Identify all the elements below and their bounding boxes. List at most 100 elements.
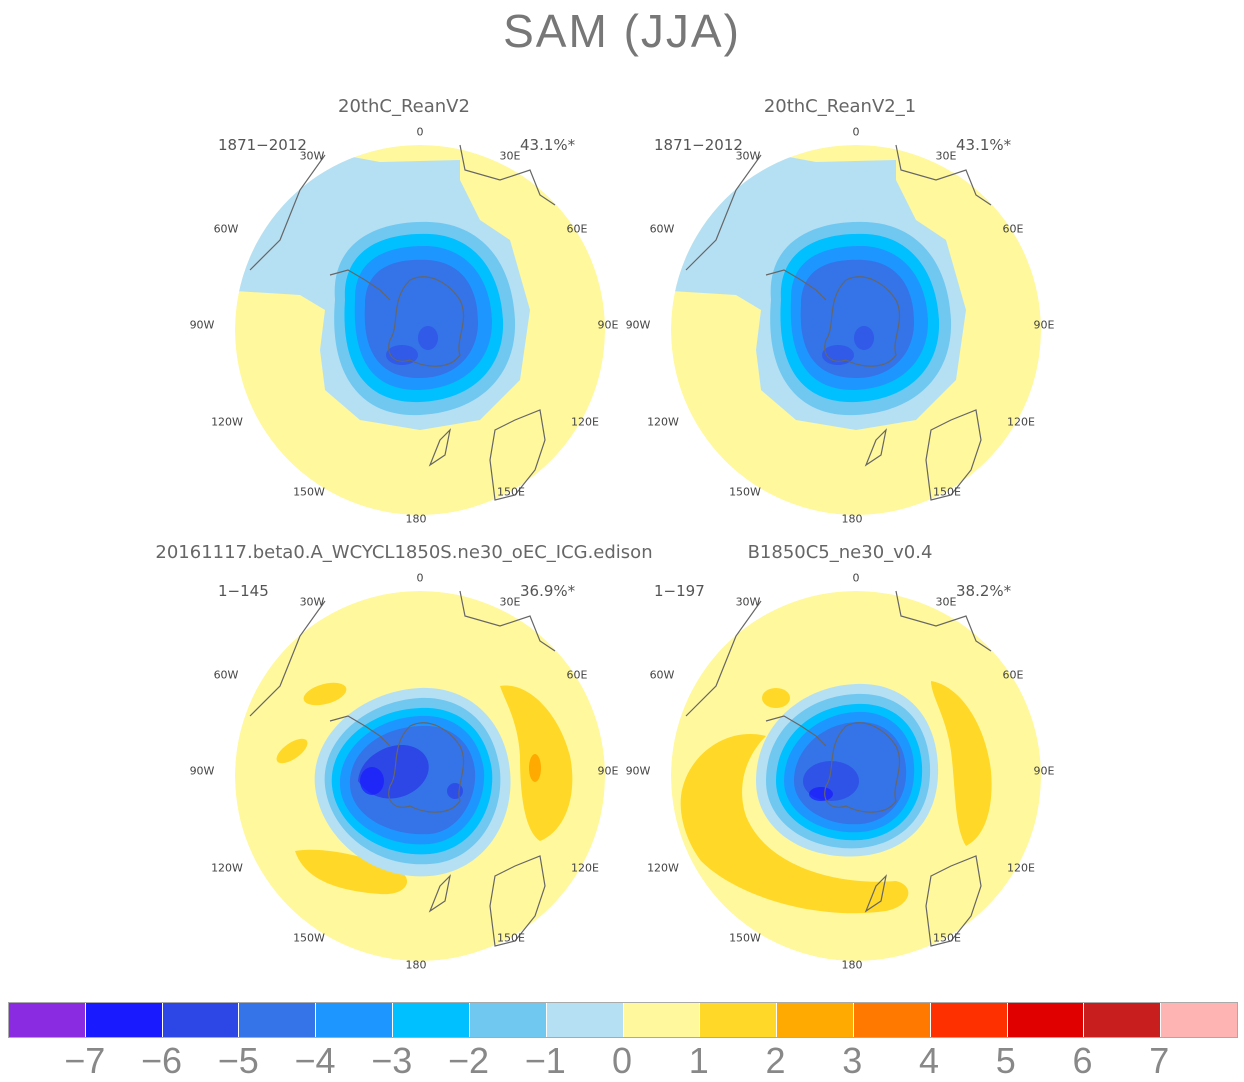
lon-label: 150W [729,485,761,499]
colorbar-tick-label: −2 [447,1040,490,1081]
lon-label: 150W [293,931,325,945]
colorbar-swatch [853,1003,931,1037]
panel-title: 20161117.beta0.A_WCYCL1850S.ne30_oEC_ICG… [155,542,653,563]
colorbar-swatch [1007,1003,1085,1037]
lon-label: 90E [597,318,619,332]
lon-label: 90W [189,318,215,332]
lon-label: 0 [852,571,860,585]
colorbar-tick-label: 6 [1072,1040,1093,1081]
colorbar-swatch [469,1003,547,1037]
colorbar-swatch [777,1003,854,1037]
figure-title: SAM (JJA) [503,5,741,57]
colorbar-swatch [393,1003,470,1037]
lon-label: 90E [1033,318,1055,332]
lon-label: 150E [933,485,961,499]
lon-label: 180 [841,512,863,526]
lon-label: 30E [499,595,521,609]
lon-label: 180 [841,958,863,972]
lon-label: 30E [499,149,521,163]
lon-label: 60E [566,222,588,236]
panel-title: 20thC_ReanV2_1 [763,96,917,117]
colorbar-swatch [930,1003,1008,1037]
variance-label: 43.1%* [956,136,1012,154]
colorbar-tick-label: −4 [294,1040,336,1081]
colorbar-tick-label: −3 [371,1040,413,1081]
lon-label: 120W [647,415,679,429]
lon-label: 30W [735,595,761,609]
lon-label: 30W [735,149,761,163]
colorbar-tick-label: −5 [217,1040,259,1081]
period-label: 1−197 [654,582,705,600]
colorbar-tick-label: 3 [842,1040,863,1081]
lon-label: 30E [935,149,957,163]
lon-label: 120E [1007,415,1035,429]
lon-label: 120E [571,415,599,429]
panel-title: 20thC_ReanV2 [338,96,470,117]
colorbar-swatch [1161,1003,1237,1037]
colorbar-swatch [700,1003,778,1037]
lon-label: 120W [211,415,243,429]
lon-label: 60E [566,668,588,682]
colorbar-swatch [85,1003,163,1037]
lon-label: 30E [935,595,957,609]
colorbar-tick-label: 7 [1149,1040,1170,1081]
lon-label: 150E [933,931,961,945]
lon-label: 60W [649,668,675,682]
lon-label: 180 [405,958,427,972]
polar-map [671,590,1041,961]
variance-label: 38.2%* [956,582,1012,600]
colorbar-labels: −7 −6 −5 −4 −3 −2 −1 0 1 2 3 4 5 6 7 [8,1040,1236,1081]
variance-label: 43.1%* [520,136,576,154]
panel-title: B1850C5_ne30_v0.4 [747,542,933,563]
map-panel-3: 20161117.beta0.A_WCYCL1850S.ne30_oEC_ICG… [124,542,684,982]
map-panel-4: B1850C5_ne30_v0.4 1−197 38.2%* 0 30E 60E [560,542,1120,982]
period-label: 1871−2012 [654,136,743,154]
colorbar-tick-label: −6 [140,1040,183,1081]
polar-map [671,144,1041,515]
lon-label: 60W [213,668,239,682]
lon-label: 90E [1033,764,1055,778]
lon-label: 90W [625,764,651,778]
lon-label: 120W [211,861,243,875]
lon-label: 150W [729,931,761,945]
lon-label: 60E [1002,668,1024,682]
colorbar-swatch [316,1003,394,1037]
lon-label: 180 [405,512,427,526]
lon-label: 150W [293,485,325,499]
lon-label: 90W [625,318,651,332]
lon-label: 90W [189,764,215,778]
colorbar-swatch [546,1003,624,1037]
colorbar-swatch [1084,1003,1162,1037]
period-label: 1−145 [218,582,269,600]
lon-label: 90E [597,764,619,778]
variance-label: 36.9%* [520,582,576,600]
colorbar-tick-label: −7 [64,1040,106,1081]
lon-label: 150E [497,485,525,499]
lon-label: 30W [299,595,325,609]
lon-label: 120W [647,861,679,875]
lon-label: 0 [416,571,424,585]
lon-label: 120E [1007,861,1035,875]
colorbar-tick-label: 4 [918,1040,940,1081]
lon-label: 150E [497,931,525,945]
colorbar-tick-label: 2 [765,1040,786,1081]
lon-label: 120E [571,861,599,875]
lon-label: 0 [416,125,424,139]
map-panel-2: 20thC_ReanV2_1 1871−2012 43.1%* 0 30E 60… [560,96,1120,536]
polar-map [235,590,605,961]
polar-map [235,144,605,515]
lon-label: 30W [299,149,325,163]
colorbar-swatch [9,1003,86,1037]
colorbar-tick-label: −1 [524,1040,566,1081]
colorbar-tick-label: 1 [688,1040,709,1081]
lon-label: 0 [852,125,860,139]
lon-label: 60W [649,222,675,236]
colorbar-swatch [162,1003,240,1037]
period-label: 1871−2012 [218,136,307,154]
map-panel-1: 20thC_ReanV2 1871−2012 43.1%* 0 30E 60E … [124,96,684,536]
colorbar-tick-label: 0 [611,1040,633,1081]
colorbar-swatch [239,1003,317,1037]
colorbar [8,1002,1238,1038]
colorbar-tick-label: 5 [995,1040,1016,1081]
lon-label: 60E [1002,222,1024,236]
